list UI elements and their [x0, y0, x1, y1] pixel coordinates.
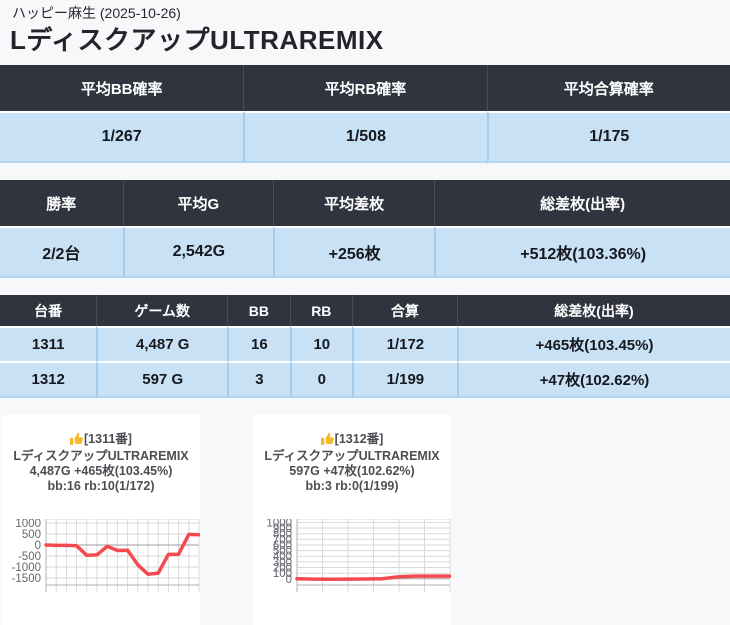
svg-text:0: 0 — [286, 574, 292, 586]
svg-text:100: 100 — [273, 568, 292, 580]
machine-list-table: 台番 ゲーム数 BB RB 合算 総差枚(出率) 1311 4,487 G 16… — [0, 295, 730, 398]
slump-graph-1312: 1000 900 800 700 600 500 400 300 200 100 0 — [253, 519, 451, 597]
machine-no: 1311 — [0, 326, 97, 361]
total-diff: +47枚(102.62%) — [456, 361, 730, 398]
col-header-avg-combined: 平均合算確率 — [486, 65, 730, 111]
col-header-games: ゲーム数 — [96, 295, 228, 326]
col-header-avg-rb: 平均RB確率 — [243, 65, 487, 111]
svg-text:1000: 1000 — [15, 519, 41, 530]
table-header-row: 台番 ゲーム数 BB RB 合算 総差枚(出率) — [0, 295, 730, 326]
col-header-bb: BB — [227, 295, 290, 326]
avg-combined-value: 1/175 — [486, 111, 730, 163]
svg-text:1000: 1000 — [266, 519, 292, 529]
svg-text:-1500: -1500 — [12, 573, 41, 585]
win-rate-table: 勝率 平均G 平均差枚 総差枚(出率) 2/2台 2,542G +256枚 +5… — [0, 180, 730, 278]
svg-text:600: 600 — [273, 540, 292, 552]
col-header-win-rate: 勝率 — [0, 180, 123, 226]
machine-card-1311: [1311番] LディスクアップULTRAREMIX 4,487G +465枚(… — [2, 415, 200, 625]
combined-rate: 1/172 — [351, 326, 457, 361]
card-title-1311: [1311番] LディスクアップULTRAREMIX 4,487G +465枚(… — [2, 432, 200, 494]
table-header-row: 勝率 平均G 平均差枚 総差枚(出率) — [0, 180, 730, 226]
games-and-diff: 4,487G +465枚(103.45%) — [29, 464, 173, 478]
avg-games-value: 2,542G — [122, 226, 273, 278]
slump-graph-1311: 1000 500 0 -500 -1000 -1500 — [2, 519, 200, 597]
thumbs-up-icon — [320, 432, 334, 449]
page-title: LディスクアップULTRAREMIX — [10, 25, 384, 55]
svg-text:200: 200 — [273, 563, 292, 575]
machine-name: LディスクアップULTRAREMIX — [264, 449, 440, 463]
slump-graph-cards: [1311番] LディスクアップULTRAREMIX 4,487G +465枚(… — [2, 415, 730, 625]
machine-card-1312: [1312番] LディスクアップULTRAREMIX 597G +47枚(102… — [253, 415, 451, 625]
svg-text:500: 500 — [273, 546, 292, 558]
combined-rate: 1/199 — [351, 361, 457, 398]
games: 4,487 G — [96, 326, 228, 361]
avg-probability-table: 平均BB確率 平均RB確率 平均合算確率 1/267 1/508 1/175 — [0, 65, 730, 163]
rb-count: 0 — [289, 361, 352, 398]
col-header-rb: RB — [289, 295, 352, 326]
bonus-stats: bb:16 rb:10(1/172) — [47, 479, 155, 493]
bb-count: 16 — [227, 326, 290, 361]
table-header-row: 平均BB確率 平均RB確率 平均合算確率 — [0, 65, 730, 111]
col-header-avg-games: 平均G — [122, 180, 273, 226]
table-row: 1/267 1/508 1/175 — [0, 111, 730, 163]
svg-text:300: 300 — [273, 557, 292, 569]
svg-text:0: 0 — [35, 540, 41, 552]
col-header-combined: 合算 — [351, 295, 457, 326]
page-header: ハッピー麻生 (2025-10-26) LディスクアップULTRAREMIX — [0, 0, 730, 65]
svg-text:500: 500 — [22, 529, 41, 541]
rb-count: 10 — [289, 326, 352, 361]
avg-diff-value: +256枚 — [273, 226, 435, 278]
svg-text:-1000: -1000 — [12, 562, 41, 574]
thumbs-up-icon — [70, 432, 84, 449]
avg-bb-value: 1/267 — [0, 111, 244, 163]
table-row: 2/2台 2,542G +256枚 +512枚(103.36%) — [0, 226, 730, 278]
svg-text:700: 700 — [273, 534, 292, 546]
svg-text:800: 800 — [273, 529, 292, 541]
avg-rb-value: 1/508 — [243, 111, 487, 163]
col-header-avg-bb: 平均BB確率 — [0, 65, 244, 111]
games-and-diff: 597G +47枚(102.62%) — [289, 464, 415, 478]
total-diff-value: +512枚(103.36%) — [434, 226, 730, 278]
machine-row-1312: 1312 597 G 3 0 1/199 +47枚(102.62%) — [0, 361, 730, 398]
win-rate-value: 2/2台 — [0, 226, 123, 278]
col-header-avg-diff: 平均差枚 — [273, 180, 435, 226]
hall-and-date: ハッピー麻生 (2025-10-26) — [12, 5, 181, 21]
machine-label: [1311番] — [84, 432, 132, 446]
svg-text:400: 400 — [273, 551, 292, 563]
machine-no: 1312 — [0, 361, 97, 398]
bonus-stats: bb:3 rb:0(1/199) — [305, 479, 399, 493]
machine-label: [1312番] — [334, 432, 384, 446]
svg-text:900: 900 — [273, 523, 292, 535]
games: 597 G — [96, 361, 228, 398]
col-header-total-diff: 総差枚(出率) — [434, 180, 730, 226]
machine-data-page: { "header": { "hall_line": "ハッピー麻生 (2025… — [0, 0, 730, 592]
card-title-1312: [1312番] LディスクアップULTRAREMIX 597G +47枚(102… — [253, 432, 451, 494]
bb-count: 3 — [227, 361, 290, 398]
svg-text:-500: -500 — [18, 551, 41, 563]
machine-row-1311: 1311 4,487 G 16 10 1/172 +465枚(103.45%) — [0, 326, 730, 361]
machine-name: LディスクアップULTRAREMIX — [13, 449, 189, 463]
col-header-total-diff: 総差枚(出率) — [456, 295, 730, 326]
total-diff: +465枚(103.45%) — [456, 326, 730, 361]
col-header-machine-no: 台番 — [0, 295, 97, 326]
